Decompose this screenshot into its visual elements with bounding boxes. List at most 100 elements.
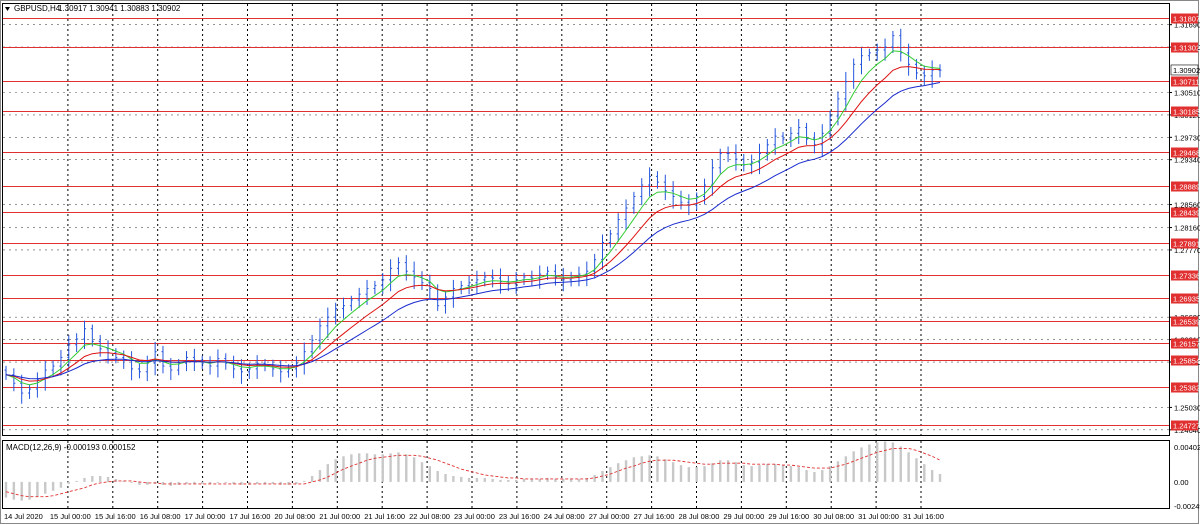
- level-price-text: 1.28889: [1173, 183, 1200, 192]
- macd-hist-bar: [860, 447, 863, 482]
- macd-hist-bar: [507, 479, 510, 482]
- macd-hist-bar: [546, 477, 549, 482]
- macd-hist-bar: [412, 457, 416, 482]
- macd-hist-bar: [201, 481, 204, 484]
- macd-hist-bar: [326, 464, 329, 482]
- horizontal-levels: [3, 18, 1169, 426]
- macd-hist-bar: [805, 470, 808, 482]
- macd-hist-bar: [161, 481, 165, 485]
- macd-hist-bar: [373, 454, 377, 482]
- macd-hist-bar: [923, 464, 926, 482]
- time-label: 29 Jul 16:00: [768, 512, 809, 521]
- macd-hist-bar: [664, 459, 667, 482]
- level-labels: 1.31807 1.31302 1.30711 1.30185 1.29468 1.288…: [1170, 13, 1200, 431]
- time-scale: 14 Jul 2020 15 Jul 00:00 15 Jul 16:00 16 Ju…: [4, 512, 944, 521]
- level-price-tag: [1171, 76, 1198, 87]
- macd-hist-bar: [758, 465, 761, 482]
- time-label: 17 Jul 00:00: [185, 512, 226, 521]
- macd-hist-bar: [295, 481, 298, 484]
- macd-hist-bar: [601, 471, 604, 482]
- symbol-menu-button[interactable]: [5, 7, 10, 11]
- macd-tick-label: -0.00249: [1174, 502, 1200, 511]
- level-price-tag: [1171, 316, 1198, 327]
- macd-hist-bar: [428, 466, 432, 482]
- level-price-tag: [1171, 181, 1198, 192]
- macd-hist-bar: [632, 457, 636, 482]
- macd-hist-bar: [279, 481, 282, 485]
- time-label: 14 Jul 2020: [4, 512, 43, 521]
- level-price-text: 1.27891: [1173, 240, 1200, 249]
- macd-hist-bar: [821, 470, 824, 482]
- macd-hist-bar: [514, 479, 518, 482]
- symbol-label: GBPUSD,H4: [14, 4, 61, 13]
- macd-hist-bar: [177, 481, 180, 485]
- macd-hist-bar: [365, 453, 369, 482]
- price-tick-label: 1.25030: [1174, 403, 1200, 412]
- level-price-tag: [1171, 293, 1198, 304]
- macd-hist-bar: [75, 480, 78, 482]
- macd-hist-bar: [303, 480, 306, 482]
- macd-hist-bar: [271, 481, 275, 484]
- macd-hist-bar: [868, 444, 871, 482]
- macd-hist-bar: [106, 476, 110, 482]
- macd-hist-bar: [617, 463, 620, 482]
- grid-lines: [3, 4, 1169, 508]
- level-price-text: 1.29468: [1173, 149, 1200, 158]
- macd-hist-bar: [59, 481, 63, 488]
- macd-hist-bar: [766, 464, 769, 482]
- macd-hist-bar: [719, 460, 722, 482]
- macd-indicator: [4, 441, 942, 501]
- macd-hist-bar: [381, 454, 384, 482]
- macd-hist-bar: [36, 481, 39, 497]
- time-label: 17 Jul 16:00: [230, 512, 271, 521]
- macd-hist-bar: [585, 477, 589, 482]
- macd-hist-bar: [12, 481, 16, 500]
- level-price-tag: [1171, 106, 1198, 117]
- time-label: 30 Jul 08:00: [813, 512, 854, 521]
- macd-hist-bar: [640, 456, 643, 482]
- macd-hist-bar: [310, 475, 314, 482]
- macd-hist-bar: [522, 478, 526, 482]
- level-price-text: 1.27336: [1173, 272, 1200, 281]
- macd-hist-bar: [648, 455, 651, 482]
- macd-hist-bar: [397, 452, 400, 482]
- time-label: 24 Jul 08:00: [544, 512, 585, 521]
- macd-hist-bar: [797, 467, 800, 482]
- price-panel-frame: [2, 3, 1170, 436]
- macd-hist-bar: [711, 463, 714, 482]
- current-price-text: 1.30902: [1173, 66, 1200, 75]
- level-price-tag: [1171, 420, 1198, 431]
- macd-hist-bar: [240, 481, 243, 485]
- macd-hist-bar: [538, 478, 541, 482]
- triangle-down-icon[interactable]: [5, 7, 10, 11]
- macd-hist-bar: [899, 446, 902, 482]
- macd-hist-bar: [891, 442, 895, 482]
- macd-hist-bar: [781, 465, 785, 482]
- macd-hist-bar: [460, 476, 463, 482]
- macd-tick-label: 0.004022: [1174, 443, 1200, 452]
- macd-hist-bar: [789, 466, 793, 482]
- level-price-tag: [1171, 13, 1198, 24]
- macd-hist-bar: [938, 474, 942, 482]
- macd-hist-bar: [499, 479, 502, 482]
- moving-averages: [5, 50, 941, 386]
- time-label: 31 Jul 00:00: [858, 512, 899, 521]
- time-label: 15 Jul 16:00: [95, 512, 136, 521]
- macd-hist-bar: [342, 456, 345, 482]
- macd-hist-bar: [318, 470, 322, 482]
- macd-hist-bar: [577, 478, 581, 482]
- level-price-text: 1.31807: [1173, 15, 1200, 24]
- macd-hist-bar: [852, 451, 855, 482]
- macd-hist-bar: [287, 481, 290, 485]
- macd-hist-bar: [844, 456, 848, 482]
- macd-hist-bar: [883, 441, 887, 482]
- level-price-text: 1.25854: [1173, 357, 1200, 366]
- time-label: 16 Jul 08:00: [140, 512, 181, 521]
- macd-hist-bar: [334, 459, 337, 482]
- ma-slow-line: [5, 82, 941, 380]
- macd-hist-bar: [405, 454, 408, 482]
- time-label: 21 Jul 16:00: [364, 512, 405, 521]
- macd-hist-bar: [389, 453, 392, 482]
- macd-hist-bar: [224, 481, 227, 483]
